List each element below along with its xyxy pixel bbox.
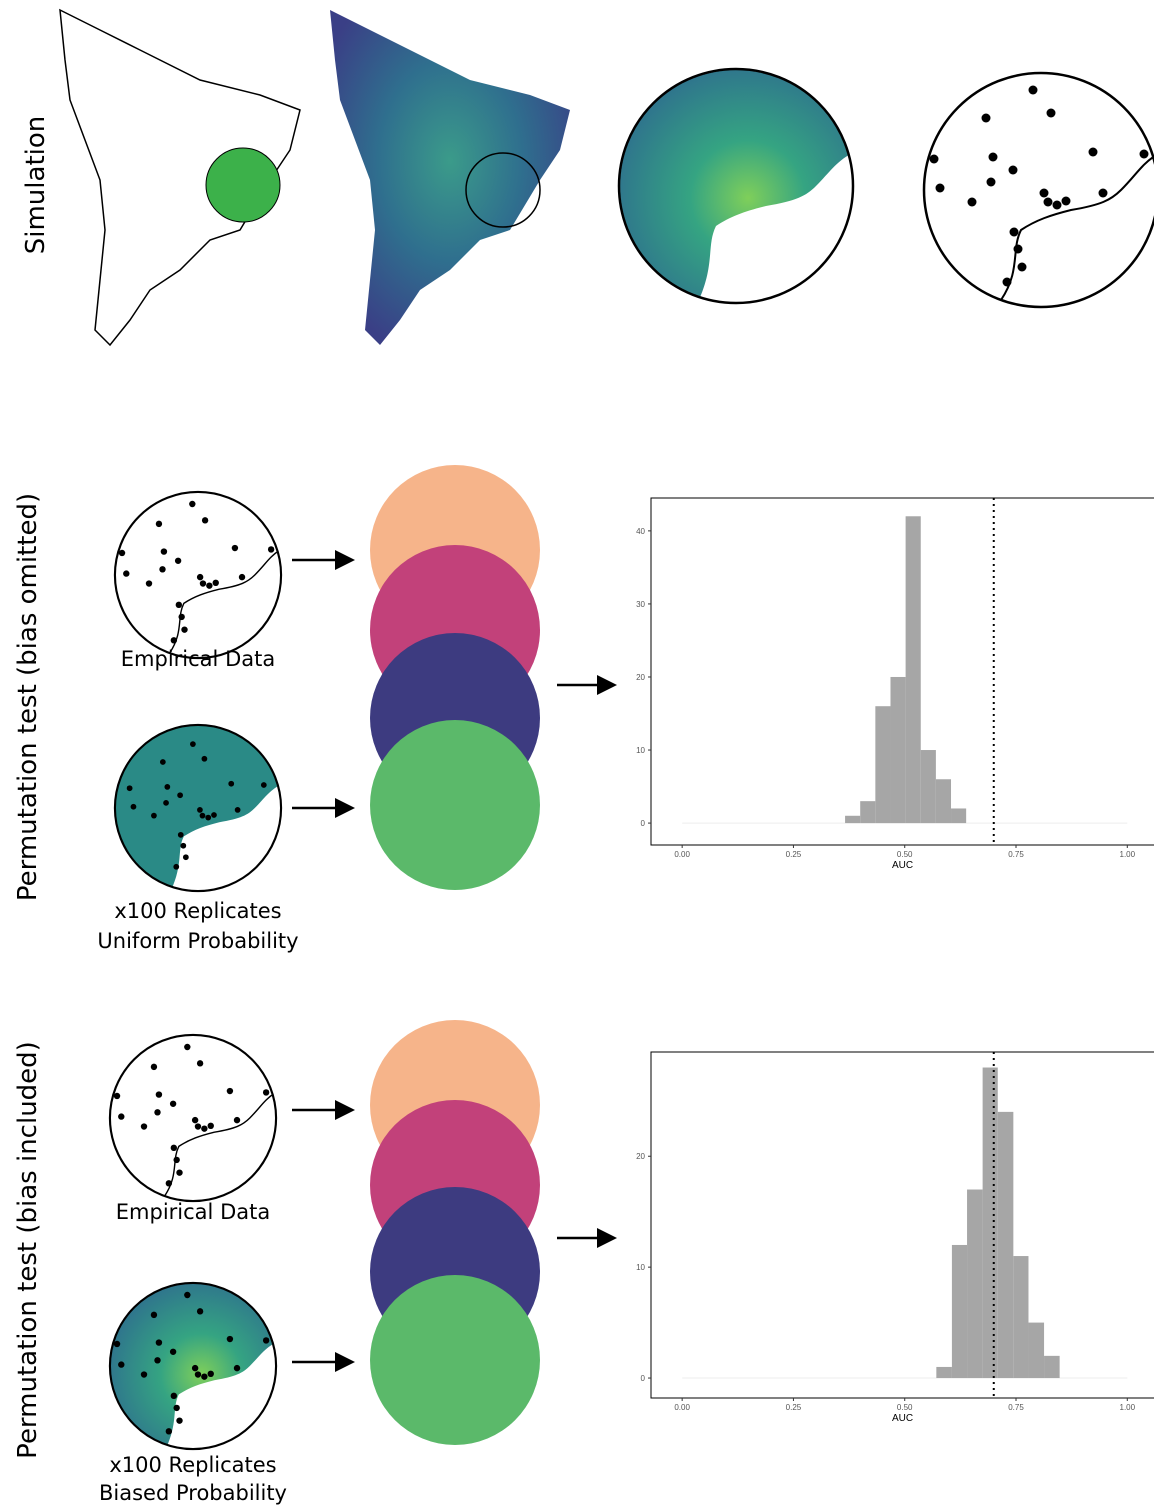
x-tick-label: 0.25	[786, 850, 802, 859]
y-tick-label: 20	[636, 673, 645, 682]
histogram-bar	[890, 677, 905, 823]
x-tick-label: 0.75	[1008, 850, 1024, 859]
row-label: Simulation	[21, 116, 51, 255]
x-tick-label: 1.00	[1120, 1403, 1136, 1412]
caption: x100 Replicates	[109, 1453, 276, 1477]
y-tick-label: 10	[636, 1263, 645, 1272]
raster-map	[330, 10, 570, 345]
histogram-bar	[951, 808, 966, 823]
histogram-bar	[1028, 1323, 1044, 1378]
histogram-bar	[936, 779, 951, 823]
x-tick-label: 0.25	[786, 1403, 802, 1412]
biased-map	[108, 1281, 278, 1451]
y-tick-label: 0	[641, 819, 646, 828]
histogram-bar	[1013, 1256, 1028, 1378]
histogram-bar	[906, 516, 921, 823]
y-tick-label: 0	[641, 1374, 646, 1383]
figure: Simulation Permutation test (bias omitte…	[0, 0, 1154, 1506]
caption: x100 Replicates	[114, 899, 281, 923]
y-tick-label: 30	[636, 600, 645, 609]
caption: Empirical Data	[116, 1200, 270, 1224]
histogram-bar	[983, 1068, 998, 1379]
x-tick-label: 0.00	[674, 1403, 690, 1412]
plot-frame	[651, 1052, 1154, 1398]
layer-stack	[370, 1020, 540, 1445]
uniform-map	[113, 723, 283, 893]
x-tick-label: 0.75	[1008, 1403, 1024, 1412]
zoom-raster	[616, 66, 856, 306]
histogram-bar	[998, 1112, 1014, 1378]
study-area	[206, 148, 280, 222]
x-tick-label: 1.00	[1120, 850, 1136, 859]
x-axis-title: AUC	[892, 1413, 913, 1424]
histogram-bar	[952, 1245, 967, 1378]
histogram-bar	[875, 706, 890, 823]
histogram-bar	[936, 1367, 952, 1378]
occurrence-map	[924, 73, 1154, 307]
histogram-bar	[845, 816, 860, 823]
layer-stack	[370, 465, 540, 890]
y-tick-label: 20	[636, 1152, 645, 1161]
histogram-bar	[860, 801, 875, 823]
empirical-map	[115, 492, 281, 658]
caption: Empirical Data	[121, 647, 275, 671]
x-tick-label: 0.00	[674, 850, 690, 859]
empirical-map	[110, 1035, 276, 1201]
caption: Biased Probability	[99, 1481, 287, 1505]
x-tick-label: 0.50	[897, 850, 913, 859]
row-label: Permutation test (bias included)	[13, 1041, 43, 1459]
x-axis-title: AUC	[892, 860, 913, 871]
histogram-bar	[967, 1190, 983, 1379]
histogram-bar	[1044, 1356, 1060, 1378]
caption: Uniform Probability	[97, 929, 298, 953]
y-tick-label: 10	[636, 746, 645, 755]
histogram-bar	[921, 750, 936, 823]
row-label: Permutation test (bias omitted)	[13, 493, 43, 901]
y-tick-label: 40	[636, 527, 645, 536]
x-tick-label: 0.50	[897, 1403, 913, 1412]
